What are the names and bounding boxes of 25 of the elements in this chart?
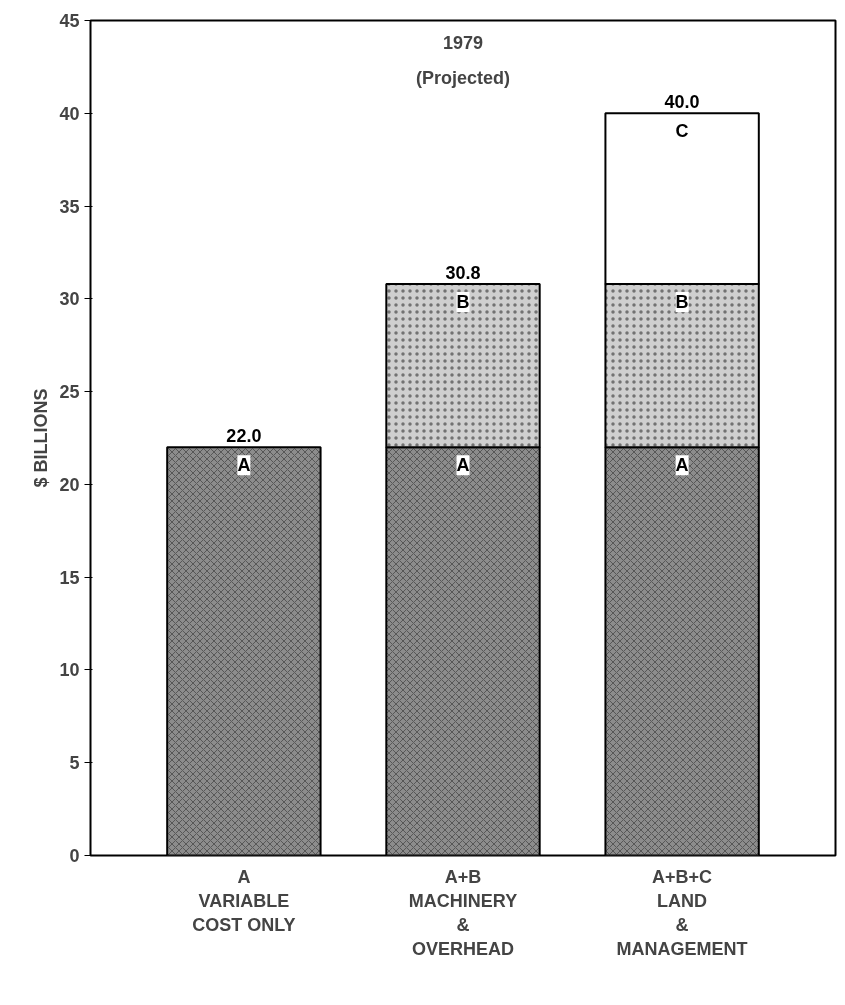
- total-label: 40.0: [664, 92, 700, 113]
- x-tick-label: A VARIABLE COST ONLY: [192, 866, 296, 935]
- y-tick-label: 20: [59, 474, 80, 495]
- y-tick-label: 10: [59, 660, 80, 681]
- y-tick-label: 35: [59, 196, 80, 217]
- series-label: A: [237, 455, 251, 476]
- y-tick-label: 15: [59, 567, 80, 588]
- x-tick-label: A+B MACHINERY & OVERHEAD: [408, 866, 518, 959]
- text: A: [456, 455, 470, 476]
- y-tick-label: 25: [59, 382, 80, 403]
- y-tick-label: 5: [69, 753, 80, 774]
- text: B: [675, 291, 689, 312]
- series-label: C: [675, 121, 689, 142]
- text: A: [675, 455, 689, 476]
- y-tick-label: 30: [59, 289, 80, 310]
- total-label: 22.0: [226, 426, 262, 447]
- y-tick-label: 45: [59, 11, 80, 31]
- y-tick-label: 40: [59, 103, 80, 124]
- y-axis-title: $ BILLIONS: [31, 388, 52, 488]
- total-label: 30.8: [445, 262, 481, 283]
- y-tick-label: 0: [69, 846, 80, 866]
- text: 1979: [442, 32, 484, 53]
- x-tick-label: A+B+C LAND & MANAGEMENT: [616, 866, 748, 959]
- series-label: B: [456, 291, 470, 312]
- text: (Projected): [415, 67, 511, 88]
